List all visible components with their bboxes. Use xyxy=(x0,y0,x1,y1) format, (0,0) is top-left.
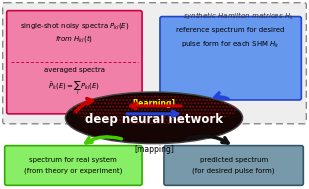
FancyBboxPatch shape xyxy=(164,146,303,185)
FancyBboxPatch shape xyxy=(3,3,306,124)
Text: $\bar{P}_k(E) = \sum_l P_{kl}(E)$: $\bar{P}_k(E) = \sum_l P_{kl}(E)$ xyxy=(48,79,100,97)
Text: spectrum for real system: spectrum for real system xyxy=(29,156,117,163)
Text: (for desired pulse form): (for desired pulse form) xyxy=(193,167,275,174)
Text: (from theory or experiment): (from theory or experiment) xyxy=(24,167,123,174)
Text: synthetic Hamilton matrices $H_k$: synthetic Hamilton matrices $H_k$ xyxy=(183,11,294,22)
FancyBboxPatch shape xyxy=(5,146,142,185)
Ellipse shape xyxy=(66,92,243,144)
Text: from $H_{kl}(t)$: from $H_{kl}(t)$ xyxy=(55,33,93,44)
Text: pulse form for each SHM $H_k$: pulse form for each SHM $H_k$ xyxy=(181,40,280,50)
FancyBboxPatch shape xyxy=(160,17,301,100)
Text: [mapping]: [mapping] xyxy=(134,145,174,154)
FancyBboxPatch shape xyxy=(7,11,142,114)
Text: single-shot noisy spectra $P_{kl}(E)$: single-shot noisy spectra $P_{kl}(E)$ xyxy=(19,21,129,31)
Text: deep neural network: deep neural network xyxy=(85,113,223,126)
Text: [learning]: [learning] xyxy=(133,99,176,108)
Text: predicted spectrum: predicted spectrum xyxy=(200,156,268,163)
Text: averaged spectra: averaged spectra xyxy=(44,67,105,73)
Text: reference spectrum for desired: reference spectrum for desired xyxy=(176,27,285,33)
